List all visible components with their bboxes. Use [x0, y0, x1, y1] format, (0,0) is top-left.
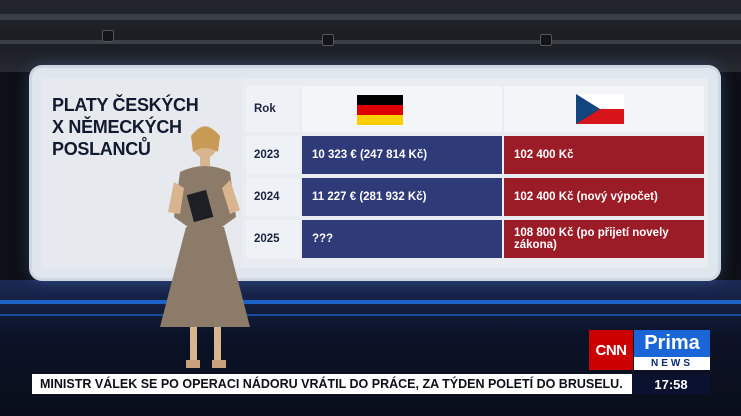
floor-light-stripe — [0, 314, 741, 316]
video-wall: PLATY ČESKÝCH X NĚMECKÝCH POSLANCŮ Rok — [32, 68, 718, 278]
graphic-title: PLATY ČESKÝCH X NĚMECKÝCH POSLANCŮ — [52, 95, 199, 159]
row-year: 2023 — [246, 136, 300, 174]
ceiling-beam — [0, 40, 741, 44]
studio-ceiling — [0, 0, 741, 72]
video-wall-screen: PLATY ČESKÝCH X NĚMECKÝCH POSLANCŮ Rok — [42, 78, 708, 268]
czech-salary-cell: 102 400 Kč — [504, 136, 704, 174]
row-year: 2024 — [246, 178, 300, 216]
presenter-figure — [160, 126, 250, 368]
ceiling-beam — [0, 14, 741, 20]
germany-salary-cell: 10 323 € (247 814 Kč) — [302, 136, 502, 174]
germany-salary-cell: ??? — [302, 220, 502, 258]
czech-salary-cell: 108 800 Kč (po přijetí novely zákona) — [504, 220, 704, 258]
salary-table: Rok 2023 10 323 € (247 814 Kč) 102 400 K… — [246, 86, 704, 262]
czech-flag-icon — [576, 94, 624, 124]
cnn-logo: CNN — [589, 330, 633, 370]
germany-salary-cell: 11 227 € (281 932 Kč) — [302, 178, 502, 216]
clock: 17:58 — [632, 374, 710, 394]
ceiling-light-icon — [322, 34, 334, 46]
row-year: 2025 — [246, 220, 300, 258]
news-logo: NEWS — [634, 357, 710, 370]
prima-logo: Prima — [634, 330, 710, 357]
header-germany — [302, 86, 502, 132]
news-ticker: MINISTR VÁLEK SE PO OPERACI NÁDORU VRÁTI… — [32, 374, 632, 394]
floor-light-stripe — [0, 300, 741, 304]
czech-salary-cell: 102 400 Kč (nový výpočet) — [504, 178, 704, 216]
header-year-label: Rok — [246, 86, 300, 132]
header-czech — [504, 86, 704, 132]
ceiling-light-icon — [102, 30, 114, 42]
germany-flag-icon — [357, 95, 403, 125]
ceiling-light-icon — [540, 34, 552, 46]
